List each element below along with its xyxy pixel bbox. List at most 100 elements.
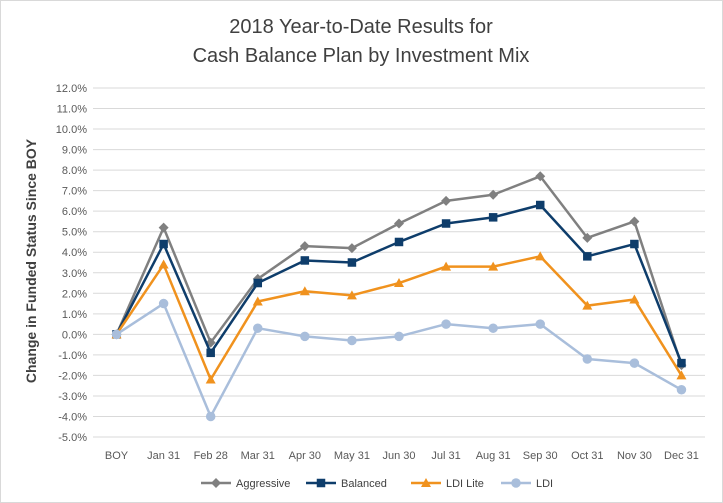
data-point	[299, 241, 310, 252]
legend-marker	[421, 478, 431, 487]
data-point	[676, 385, 687, 395]
y-tick-label: 6.0%	[62, 206, 87, 218]
x-tick-label: Nov 30	[617, 450, 652, 462]
data-point	[629, 358, 640, 368]
legend-marker	[211, 478, 221, 488]
y-tick-label: 10.0%	[56, 124, 87, 136]
data-point	[253, 323, 263, 333]
data-point	[394, 237, 404, 247]
y-tick-label: 7.0%	[62, 186, 87, 198]
data-point	[205, 411, 216, 422]
data-point	[629, 216, 640, 227]
gridlines	[93, 87, 705, 438]
legend-item: Balanced	[306, 478, 387, 490]
x-tick-label: BOY	[105, 450, 129, 462]
y-tick-label: -1.0%	[58, 350, 87, 362]
y-tick-label: 1.0%	[62, 309, 87, 321]
data-point	[347, 335, 357, 346]
y-tick-label: -2.0%	[58, 370, 87, 382]
x-tick-label: Mar 31	[241, 450, 275, 462]
data-point	[205, 374, 216, 384]
data-point	[535, 319, 545, 329]
data-point	[488, 323, 498, 333]
x-tick-label: Aug 31	[476, 450, 511, 462]
chart-title: 2018 Year-to-Date Results for Cash Balan…	[193, 16, 530, 67]
data-point	[441, 195, 452, 206]
data-point	[347, 258, 357, 267]
data-point	[253, 278, 263, 288]
legend-item: LDI	[501, 478, 553, 490]
data-point	[158, 298, 169, 309]
data-point	[630, 239, 639, 249]
legend-marker	[316, 478, 326, 488]
series-aggressive	[111, 171, 687, 371]
data-point	[111, 329, 122, 340]
data-point	[582, 354, 593, 364]
data-point	[158, 222, 169, 233]
data-point	[629, 294, 640, 304]
y-tick-label: 3.0%	[62, 268, 87, 280]
y-tick-label: 4.0%	[62, 247, 87, 259]
data-point	[158, 259, 169, 269]
legend-label: LDI	[536, 478, 553, 490]
data-point	[252, 296, 263, 306]
legend-marker	[511, 478, 521, 488]
y-tick-label: -5.0%	[58, 432, 87, 444]
x-tick-label: Apr 30	[289, 450, 321, 462]
y-tick-label: -3.0%	[58, 391, 87, 403]
series-ldi	[111, 298, 687, 422]
data-point	[441, 261, 452, 271]
x-tick-label: May 31	[334, 450, 370, 462]
series-lines	[111, 171, 687, 422]
data-point	[299, 286, 310, 296]
data-point	[488, 213, 498, 222]
data-point	[535, 251, 546, 261]
data-point	[346, 290, 357, 300]
data-point	[159, 239, 168, 249]
x-tick-label: Dec 31	[664, 450, 699, 462]
data-point	[535, 171, 546, 182]
legend-label: LDI Lite	[446, 478, 484, 490]
data-point	[394, 278, 404, 288]
legend: Aggressive Balanced LDI Lite LDI	[201, 478, 553, 490]
data-point	[583, 252, 592, 261]
y-tick-label: 12.0%	[56, 83, 87, 95]
x-tick-label: Jul 31	[431, 450, 460, 462]
data-point	[441, 219, 451, 228]
x-tick-label: Feb 28	[194, 450, 228, 462]
y-axis-tick-labels: -5.0% -4.0% -3.0% -2.0% -1.0% 0.0% 1.0% 2.0% 3.0…	[56, 83, 87, 444]
x-tick-label: Jan 31	[147, 450, 180, 462]
x-tick-label: Jun 30	[382, 450, 415, 462]
x-tick-label: Oct 31	[571, 450, 603, 462]
chart-title-line-2: Cash Balance Plan by Investment Mix	[193, 45, 530, 67]
data-point	[300, 256, 310, 265]
y-tick-label: 2.0%	[62, 288, 87, 300]
y-tick-label: 11.0%	[57, 104, 88, 116]
y-tick-label: 0.0%	[62, 329, 87, 341]
y-tick-label: 5.0%	[62, 227, 87, 239]
y-axis-label: Change in Funded Status Since BOY	[23, 138, 39, 383]
data-point	[488, 189, 499, 200]
data-point	[677, 358, 686, 368]
legend-label: Balanced	[341, 478, 387, 490]
data-point	[582, 300, 593, 310]
legend-item: LDI Lite	[411, 478, 484, 490]
data-point	[300, 331, 310, 342]
series-ldi-lite	[111, 251, 687, 384]
data-point	[582, 232, 593, 243]
data-point	[676, 370, 687, 380]
series-balanced	[112, 200, 686, 368]
data-point	[206, 348, 215, 358]
legend-item: Aggressive	[201, 478, 290, 490]
data-point	[346, 243, 357, 254]
y-tick-label: 9.0%	[62, 145, 87, 157]
data-point	[394, 218, 404, 229]
y-tick-label: -4.0%	[58, 411, 87, 423]
x-axis-tick-labels: BOY Jan 31 Feb 28 Mar 31 Apr 30 May 31 Jun 30 J…	[105, 450, 699, 462]
legend-label: Aggressive	[236, 478, 290, 490]
chart-title-line-1: 2018 Year-to-Date Results for	[229, 16, 493, 38]
data-point	[488, 261, 499, 271]
x-tick-label: Sep 30	[523, 450, 558, 462]
